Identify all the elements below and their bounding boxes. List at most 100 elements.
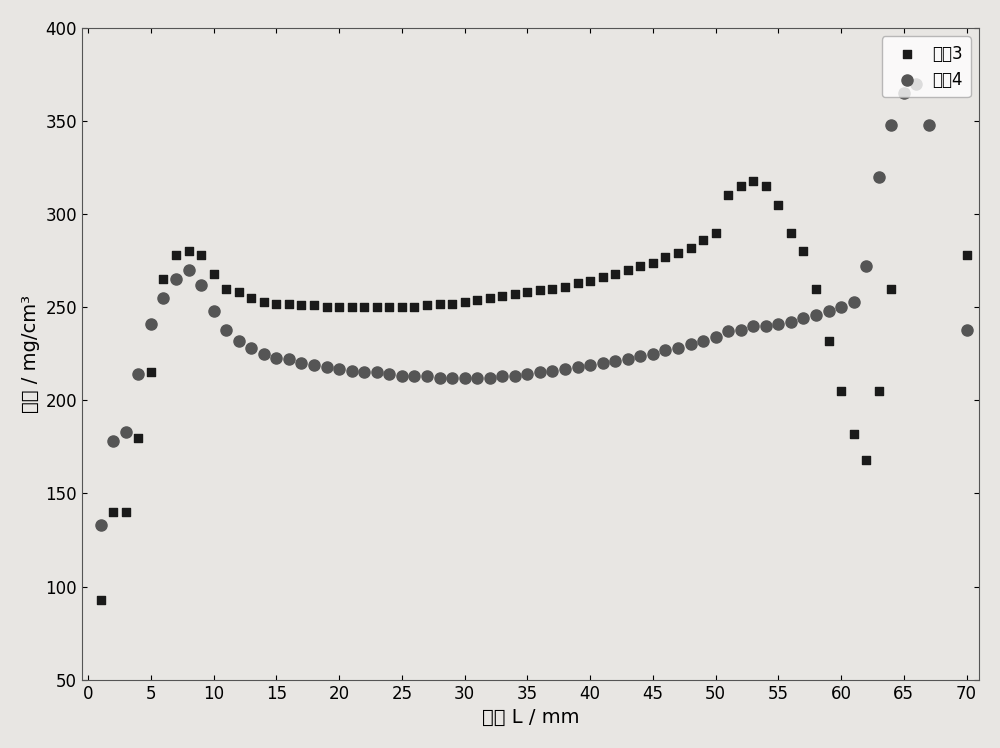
- 牌号3: [783, 227, 799, 239]
- 牌号4: [268, 352, 284, 364]
- 牌号4: [695, 335, 711, 347]
- 牌号4: [858, 260, 874, 272]
- 牌号4: [657, 344, 673, 356]
- 牌号4: [607, 355, 623, 367]
- 牌号3: [770, 199, 786, 211]
- 牌号4: [595, 357, 611, 369]
- 牌号3: [155, 273, 171, 285]
- 牌号3: [193, 249, 209, 261]
- 牌号3: [846, 428, 862, 440]
- 牌号4: [419, 370, 435, 382]
- 牌号4: [482, 372, 498, 384]
- 牌号3: [883, 283, 899, 295]
- 牌号3: [795, 245, 811, 257]
- 牌号4: [770, 318, 786, 330]
- 牌号3: [231, 286, 247, 298]
- 牌号3: [595, 272, 611, 283]
- 牌号4: [356, 367, 372, 378]
- 牌号3: [821, 335, 837, 347]
- 牌号4: [795, 313, 811, 325]
- 牌号3: [519, 286, 535, 298]
- 牌号3: [871, 385, 887, 397]
- 牌号3: [130, 432, 146, 444]
- 牌号4: [846, 295, 862, 307]
- 牌号4: [745, 320, 761, 332]
- 牌号4: [921, 119, 937, 131]
- 牌号3: [808, 283, 824, 295]
- 牌号4: [544, 364, 560, 376]
- 牌号3: [93, 594, 109, 606]
- 牌号4: [959, 324, 975, 336]
- 牌号4: [381, 368, 397, 380]
- 牌号3: [218, 283, 234, 295]
- 牌号3: [833, 385, 849, 397]
- X-axis label: 长度 L / mm: 长度 L / mm: [482, 708, 579, 727]
- 牌号3: [444, 298, 460, 310]
- 牌号4: [243, 343, 259, 355]
- 牌号3: [118, 506, 134, 518]
- 牌号4: [206, 305, 222, 317]
- 牌号3: [758, 180, 774, 192]
- 牌号4: [105, 435, 121, 447]
- 牌号4: [181, 264, 197, 276]
- 牌号4: [582, 359, 598, 371]
- 牌号3: [344, 301, 360, 313]
- 牌号4: [783, 316, 799, 328]
- 牌号3: [570, 277, 586, 289]
- 牌号4: [369, 367, 385, 378]
- 牌号4: [293, 357, 309, 369]
- 牌号3: [670, 248, 686, 260]
- 牌号3: [607, 268, 623, 280]
- 牌号3: [469, 294, 485, 306]
- 牌号4: [821, 305, 837, 317]
- 牌号3: [645, 257, 661, 269]
- 牌号4: [331, 363, 347, 375]
- 牌号3: [206, 268, 222, 280]
- 牌号3: [482, 292, 498, 304]
- 牌号3: [181, 245, 197, 257]
- 牌号4: [720, 325, 736, 337]
- 牌号4: [645, 348, 661, 360]
- 牌号3: [419, 299, 435, 311]
- 牌号3: [507, 288, 523, 300]
- Legend: 牌号3, 牌号4: 牌号3, 牌号4: [882, 36, 971, 97]
- 牌号3: [959, 249, 975, 261]
- 牌号3: [720, 189, 736, 201]
- 牌号3: [632, 260, 648, 272]
- 牌号4: [155, 292, 171, 304]
- 牌号3: [281, 298, 297, 310]
- 牌号3: [406, 301, 422, 313]
- 牌号3: [557, 280, 573, 292]
- 牌号4: [758, 320, 774, 332]
- 牌号3: [331, 301, 347, 313]
- 牌号4: [620, 353, 636, 365]
- 牌号3: [243, 292, 259, 304]
- 牌号4: [883, 119, 899, 131]
- 牌号3: [708, 227, 724, 239]
- 牌号3: [381, 301, 397, 313]
- 牌号4: [444, 372, 460, 384]
- 牌号3: [657, 251, 673, 263]
- 牌号4: [908, 78, 924, 90]
- 牌号4: [256, 348, 272, 360]
- 牌号3: [105, 506, 121, 518]
- 牌号4: [406, 370, 422, 382]
- 牌号3: [432, 298, 448, 310]
- 牌号4: [469, 372, 485, 384]
- 牌号4: [432, 372, 448, 384]
- 牌号4: [218, 324, 234, 336]
- 牌号3: [268, 298, 284, 310]
- 牌号4: [632, 349, 648, 361]
- 牌号4: [457, 372, 473, 384]
- 牌号3: [733, 180, 749, 192]
- 牌号3: [620, 264, 636, 276]
- 牌号3: [256, 295, 272, 307]
- 牌号4: [168, 273, 184, 285]
- 牌号4: [871, 171, 887, 183]
- 牌号4: [231, 335, 247, 347]
- 牌号4: [130, 368, 146, 380]
- 牌号3: [293, 299, 309, 311]
- 牌号4: [394, 370, 410, 382]
- 牌号4: [306, 359, 322, 371]
- 牌号4: [281, 353, 297, 365]
